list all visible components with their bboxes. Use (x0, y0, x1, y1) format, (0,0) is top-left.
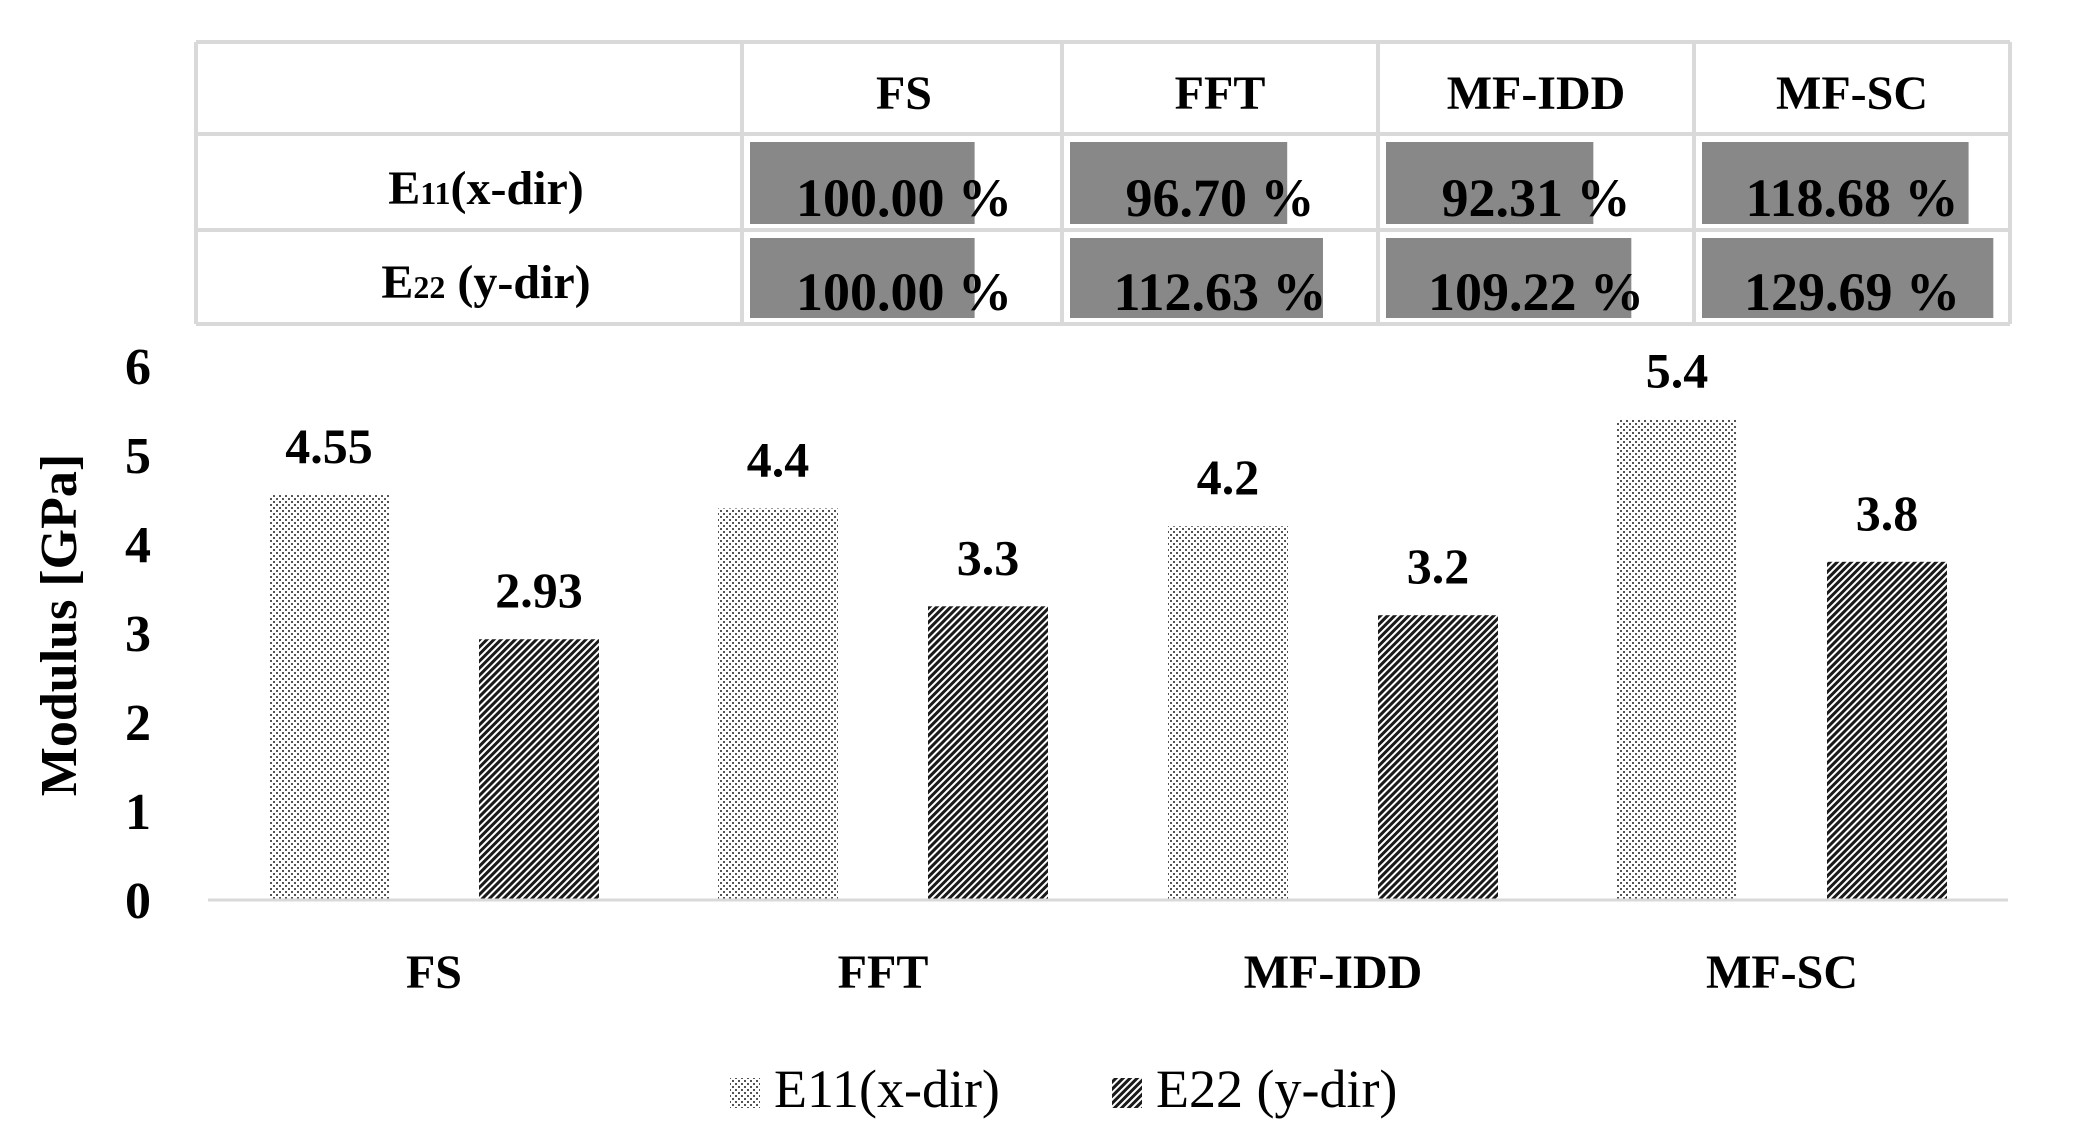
y-tick-label: 4 (125, 517, 151, 574)
bar-e22-fs (479, 639, 599, 900)
y-tick-label: 2 (125, 695, 151, 752)
x-ticks: FS FFT MF-IDD MF-SC (406, 946, 1858, 999)
bar-e22-mf-idd (1378, 615, 1498, 900)
table-data-bar-e22-fft (1070, 238, 1323, 318)
data-label-e22-mf-sc: 3.8 (1856, 485, 1919, 541)
legend-label-e22: E22 (y-dir) (1156, 1059, 1397, 1119)
bar-e11-fft (718, 508, 838, 900)
legend: E11(x-dir) E22 (y-dir) (730, 1059, 1397, 1119)
legend-swatch-e22 (1112, 1078, 1142, 1108)
y-tick-label: 5 (125, 428, 151, 485)
table-data-bar-e11-mf-sc (1702, 142, 1969, 224)
data-table: FS FFT MF-IDD MF-SC E11(x-dir) E22 (y-di… (194, 40, 2012, 326)
y-tick-label: 1 (125, 784, 151, 841)
table-cell-e22-fft: 112.63 % (1113, 262, 1326, 322)
table-cell-e11-fs: 100.00 % (796, 168, 1012, 228)
legend-label-e11: E11(x-dir) (774, 1059, 1000, 1119)
legend-swatch-e11 (730, 1078, 760, 1108)
x-tick-label-fs: FS (406, 946, 462, 999)
table-cell-e11-mf-sc: 118.68 % (1745, 168, 1958, 228)
x-tick-label-mf-idd: MF-IDD (1244, 946, 1423, 999)
data-label-e11-fs: 4.55 (285, 418, 373, 474)
table-data-bar-e11-mf-idd (1386, 142, 1594, 224)
bar-e11-mf-idd (1168, 526, 1288, 900)
data-label-e11-mf-sc: 5.4 (1646, 342, 1709, 398)
x-tick-label-mf-sc: MF-SC (1706, 946, 1858, 999)
x-tick-label-fft: FFT (838, 946, 929, 999)
table-row-label-e11: E11(x-dir) (388, 162, 584, 215)
table-grid (194, 40, 2012, 326)
table-row-label-e22: E22 (y-dir) (381, 256, 590, 309)
table-cell-e11-fft: 96.70 % (1126, 168, 1315, 228)
y-tick-label: 3 (125, 606, 151, 663)
y-ticks: 0 1 2 3 4 5 6 (125, 339, 151, 930)
bars: 4.55 4.4 4.2 5.4 2.93 3.3 3.2 3.8 (269, 342, 1947, 900)
table-bars (750, 142, 1994, 318)
data-label-e11-fft: 4.4 (747, 431, 810, 487)
table-data-bar-e22-mf-idd (1386, 238, 1632, 318)
table-cell-e11-mf-idd: 92.31 % (1442, 168, 1631, 228)
table-cell-e22-fs: 100.00 % (796, 262, 1012, 322)
table-cell-e22-mf-sc: 129.69 % (1744, 262, 1960, 322)
bar-e22-mf-sc (1827, 561, 1947, 900)
y-tick-label: 6 (125, 339, 151, 396)
bar-e22-fft (928, 606, 1048, 900)
y-axis-title: Modulus [GPa] (31, 454, 88, 796)
table-col-header-fft: FFT (1175, 67, 1266, 120)
table-data-bar-e11-fs (750, 142, 975, 224)
data-label-e11-mf-idd: 4.2 (1197, 449, 1260, 505)
table-data-bar-e22-fs (750, 238, 975, 318)
table-col-header-mf-idd: MF-IDD (1447, 67, 1626, 120)
table-data-bar-e22-mf-sc (1702, 238, 1994, 318)
table-data-bar-e11-fft (1070, 142, 1288, 224)
table-col-header-fs: FS (876, 67, 932, 120)
y-tick-label: 0 (125, 873, 151, 930)
bar-e11-fs (269, 495, 389, 900)
data-label-e22-mf-idd: 3.2 (1407, 538, 1470, 594)
table-col-header-mf-sc: MF-SC (1776, 67, 1928, 120)
data-label-e22-fs: 2.93 (495, 562, 583, 618)
bar-e11-mf-sc (1617, 419, 1737, 900)
data-label-e22-fft: 3.3 (957, 529, 1020, 585)
table-cell-e22-mf-idd: 109.22 % (1428, 262, 1644, 322)
